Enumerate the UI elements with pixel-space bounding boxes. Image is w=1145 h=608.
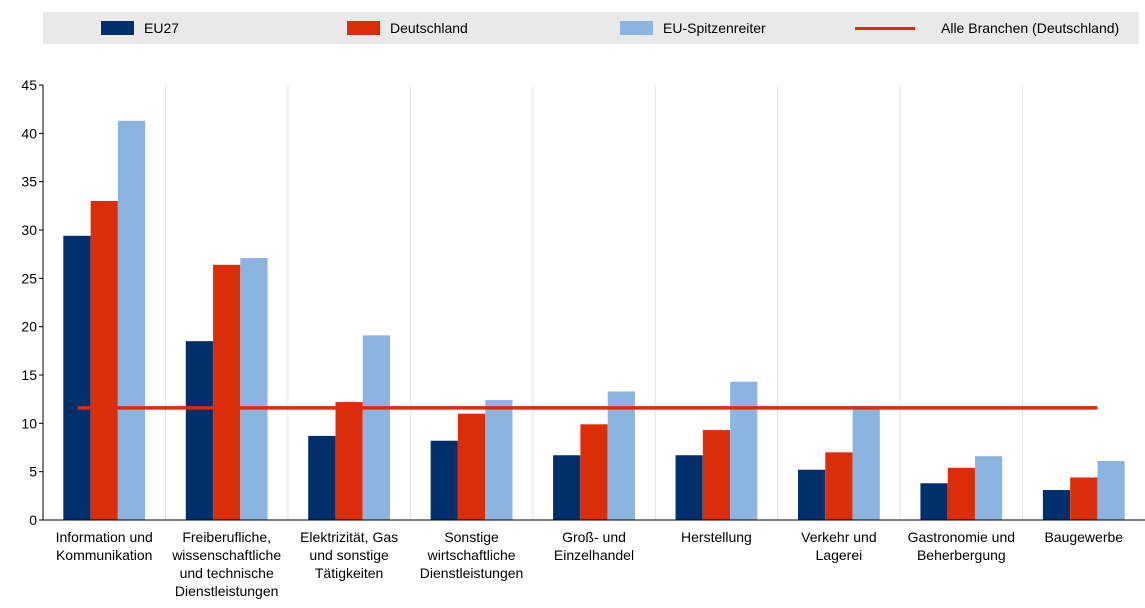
x-category-label: Verkehr und [801,529,877,545]
x-category-label: Sonstige [444,529,499,545]
bar-eu-spitzenreiter-elektrizitaet-gas-und-sonstige-taetigkeiten [362,335,391,520]
y-tick-label: 45 [21,77,37,93]
x-category-label: Dienstleistungen [175,583,279,599]
y-tick-label: 0 [29,512,37,528]
bar-eu27-freiberufliche-wissenschaftliche-und-technische-dienstleistungen [185,341,213,520]
bar-eu-spitzenreiter-gross-und-einzelhandel [607,391,635,520]
y-tick-label: 30 [21,222,37,238]
x-category-label: wirtschaftliche [427,547,516,563]
y-tick-label: 20 [21,319,37,335]
legend-label-deutschland: Deutschland [390,20,468,36]
x-category-label: Dienstleistungen [420,565,524,581]
y-tick-label: 35 [21,174,37,190]
bar-eu27-verkehr-und-lagerei [797,469,826,520]
bar-deutschland-herstellung [702,430,731,520]
legend-item-alle-branchen: Alle Branchen (Deutschland) [855,12,1119,44]
bar-eu-spitzenreiter-freiberufliche-wissenschaftliche-und-technische-dienstleistungen [240,258,268,520]
bar-deutschland-elektrizitaet-gas-und-sonstige-taetigkeiten [335,402,363,520]
x-category-label: Tätigkeiten [315,565,383,581]
bar-deutschland-gross-und-einzelhandel [580,424,608,520]
legend-item-eu27: EU27 [101,12,179,44]
legend-label-alle-branchen: Alle Branchen (Deutschland) [941,20,1120,36]
y-tick-label: 5 [29,464,37,480]
x-category-label: Beherbergung [917,547,1006,563]
bar-eu27-gross-und-einzelhandel [553,455,581,520]
bar-eu27-elektrizitaet-gas-und-sonstige-taetigkeiten [308,435,336,520]
bar-deutschland-baugewerbe [1070,477,1098,520]
legend-label-eu27: EU27 [144,20,180,36]
bar-eu27-gastronomie-und-beherbergung [920,483,948,520]
x-category-label: Einzelhandel [554,547,634,563]
bar-eu-spitzenreiter-gastronomie-und-beherbergung [975,456,1003,520]
legend-label-eu-spitzenreiter: EU-Spitzenreiter [663,20,766,36]
x-category-label: Lagerei [816,547,863,563]
bar-deutschland-freiberufliche-wissenschaftliche-und-technische-dienstleistungen [213,264,241,520]
x-category-label: Groß- und [562,529,626,545]
legend-swatch-eu-spitzenreiter [620,21,653,35]
bar-eu-spitzenreiter-verkehr-und-lagerei [852,405,880,520]
y-tick-label: 10 [21,415,37,431]
x-category-label: Gastronomie und [908,529,1015,545]
bar-deutschland-information-und-kommunikation [90,201,118,520]
x-category-label: Kommunikation [56,547,153,563]
x-category-label: Herstellung [681,529,752,545]
x-category-label: Information und [56,529,153,545]
legend-swatch-deutschland [347,21,380,35]
bar-eu-spitzenreiter-baugewerbe [1097,461,1125,520]
legend: EU27 Deutschland EU-Spitzenreiter Alle B… [43,12,1139,44]
y-tick-label: 40 [21,125,37,141]
y-tick-label: 25 [21,270,37,286]
legend-item-deutschland: Deutschland [347,12,468,44]
x-category-label: Baugewerbe [1044,529,1123,545]
x-category-label: wissenschaftliche [171,547,281,563]
bar-deutschland-gastronomie-und-beherbergung [947,467,975,520]
x-category-label: Freiberufliche, [182,529,271,545]
bar-deutschland-sonstige-wirtschaftliche-dienstleistungen [457,413,486,520]
legend-line-alle-branchen [855,26,915,30]
bar-eu27-herstellung [675,455,703,520]
bar-eu27-sonstige-wirtschaftliche-dienstleistungen [430,440,458,520]
bar-deutschland-verkehr-und-lagerei [825,452,853,520]
x-category-label: und sonstige [309,547,389,563]
bar-eu27-information-und-kommunikation [63,235,91,521]
bar-eu-spitzenreiter-sonstige-wirtschaftliche-dienstleistungen [485,400,513,520]
y-tick-label: 15 [21,367,37,383]
bar-eu27-baugewerbe [1042,490,1071,520]
bar-eu-spitzenreiter-herstellung [730,381,758,520]
legend-item-eu-spitzenreiter: EU-Spitzenreiter [620,12,766,44]
x-category-label: und technische [180,565,274,581]
legend-swatch-eu27 [101,21,134,35]
x-category-label: Elektrizität, Gas [300,529,398,545]
bar-eu-spitzenreiter-information-und-kommunikation [117,120,146,521]
